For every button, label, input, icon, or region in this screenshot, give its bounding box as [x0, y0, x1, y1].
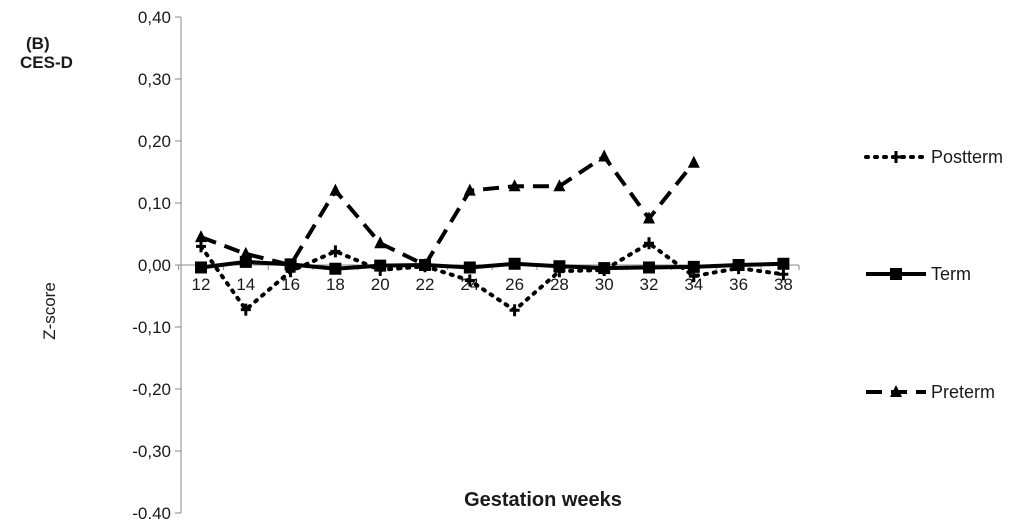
data-point-preterm	[195, 230, 207, 243]
data-point-term	[553, 260, 566, 273]
legend-marker-term	[890, 268, 902, 280]
x-tick-label: 30	[595, 275, 614, 294]
x-tick-label: 34	[684, 275, 703, 294]
legend-label-preterm: Preterm	[931, 382, 996, 402]
y-tick-label: 0,10	[138, 194, 171, 213]
y-tick-label: -0,40	[132, 504, 171, 519]
data-point-preterm	[329, 183, 342, 196]
y-tick-label: -0,30	[132, 442, 171, 461]
data-point-postterm	[509, 304, 520, 317]
y-tick-label: 0,20	[138, 132, 171, 151]
data-point-postterm	[240, 303, 251, 316]
data-point-preterm	[239, 246, 252, 259]
data-point-term	[508, 257, 521, 270]
y-tick-label: 0,00	[138, 256, 171, 275]
y-axis-label: Z-score	[40, 282, 59, 340]
data-point-preterm	[419, 258, 431, 270]
data-point-term	[374, 259, 387, 272]
data-point-postterm	[778, 268, 789, 281]
x-axis-label: Gestation weeks	[464, 489, 622, 511]
series-line-term	[200, 259, 784, 271]
data-point-term	[643, 261, 655, 274]
x-tick-label: 28	[550, 275, 569, 294]
data-point-preterm	[463, 183, 476, 196]
y-tick-label: 0,30	[138, 70, 171, 89]
data-point-preterm	[284, 258, 297, 270]
data-point-term	[463, 261, 476, 274]
data-point-preterm	[553, 179, 566, 192]
data-point-postterm	[464, 274, 475, 287]
data-point-preterm	[643, 211, 655, 224]
data-point-term	[329, 262, 342, 275]
data-point-preterm	[374, 236, 387, 249]
data-point-postterm	[330, 245, 341, 258]
x-tick-label: 32	[640, 275, 659, 294]
y-tick-label: -0,20	[132, 380, 171, 399]
x-tick-label: 36	[729, 275, 748, 294]
x-tick-label: 12	[192, 275, 211, 294]
data-point-term	[777, 257, 790, 270]
data-point-preterm	[687, 155, 700, 168]
x-tick-label: 26	[505, 275, 524, 294]
data-point-term	[598, 262, 611, 275]
data-point-term	[687, 260, 700, 273]
x-tick-label: 20	[371, 275, 390, 294]
panel-measure: CES-D	[20, 53, 73, 72]
legend-label-postterm: Postterm	[931, 147, 1004, 167]
series-line-preterm	[200, 153, 696, 268]
data-point-term	[239, 255, 252, 268]
panel-letter: (B)	[26, 34, 50, 53]
data-point-postterm	[196, 240, 206, 253]
data-point-postterm	[644, 237, 654, 250]
x-tick-label: 18	[326, 275, 345, 294]
legend-marker-postterm	[891, 151, 901, 163]
data-point-term	[195, 261, 207, 274]
data-point-term	[732, 259, 745, 271]
x-tick-label: 22	[416, 275, 435, 294]
x-tick-label: 38	[774, 275, 793, 294]
series-line-postterm	[199, 240, 786, 313]
y-tick-label: 0,40	[138, 8, 171, 27]
y-tick-label: -0,10	[132, 318, 171, 337]
legend-label-term: Term	[931, 264, 971, 284]
legend-marker-preterm	[890, 385, 902, 397]
x-tick-label: 16	[281, 275, 300, 294]
data-point-preterm	[598, 149, 611, 162]
x-tick-label: 14	[236, 275, 255, 294]
data-point-preterm	[508, 179, 521, 192]
